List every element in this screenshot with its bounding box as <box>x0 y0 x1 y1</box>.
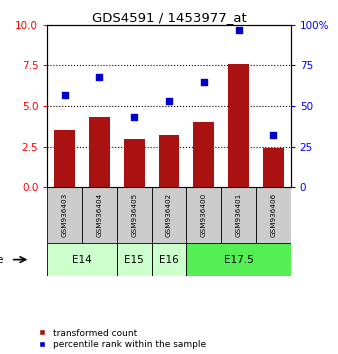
Point <box>236 27 241 33</box>
Text: E14: E14 <box>72 255 92 265</box>
Bar <box>263 148 284 187</box>
Bar <box>159 135 179 187</box>
Point <box>62 92 67 97</box>
Point <box>271 132 276 138</box>
Bar <box>193 122 214 187</box>
Point <box>201 79 207 85</box>
Text: GSM936401: GSM936401 <box>236 193 242 237</box>
Text: GSM936404: GSM936404 <box>96 193 102 237</box>
Text: GSM936402: GSM936402 <box>166 193 172 237</box>
Text: E16: E16 <box>159 255 179 265</box>
Bar <box>221 187 256 243</box>
Point <box>166 98 172 104</box>
Point <box>131 115 137 120</box>
Bar <box>47 243 117 276</box>
Bar <box>82 187 117 243</box>
Text: GSM936400: GSM936400 <box>201 193 207 237</box>
Bar <box>152 187 186 243</box>
Text: GSM936403: GSM936403 <box>62 193 68 237</box>
Bar <box>54 130 75 187</box>
Bar <box>117 187 152 243</box>
Text: GSM936405: GSM936405 <box>131 193 137 237</box>
Text: E17.5: E17.5 <box>224 255 254 265</box>
Text: E15: E15 <box>124 255 144 265</box>
Legend: transformed count, percentile rank within the sample: transformed count, percentile rank withi… <box>38 329 206 349</box>
Bar <box>89 118 110 187</box>
Title: GDS4591 / 1453977_at: GDS4591 / 1453977_at <box>92 11 246 24</box>
Bar <box>186 187 221 243</box>
Bar <box>47 187 82 243</box>
Bar <box>152 243 186 276</box>
Bar <box>124 138 145 187</box>
Bar <box>256 187 291 243</box>
Bar <box>186 243 291 276</box>
Text: age: age <box>0 255 3 265</box>
Point <box>97 74 102 80</box>
Bar <box>228 64 249 187</box>
Bar <box>117 243 152 276</box>
Text: GSM936406: GSM936406 <box>270 193 276 237</box>
